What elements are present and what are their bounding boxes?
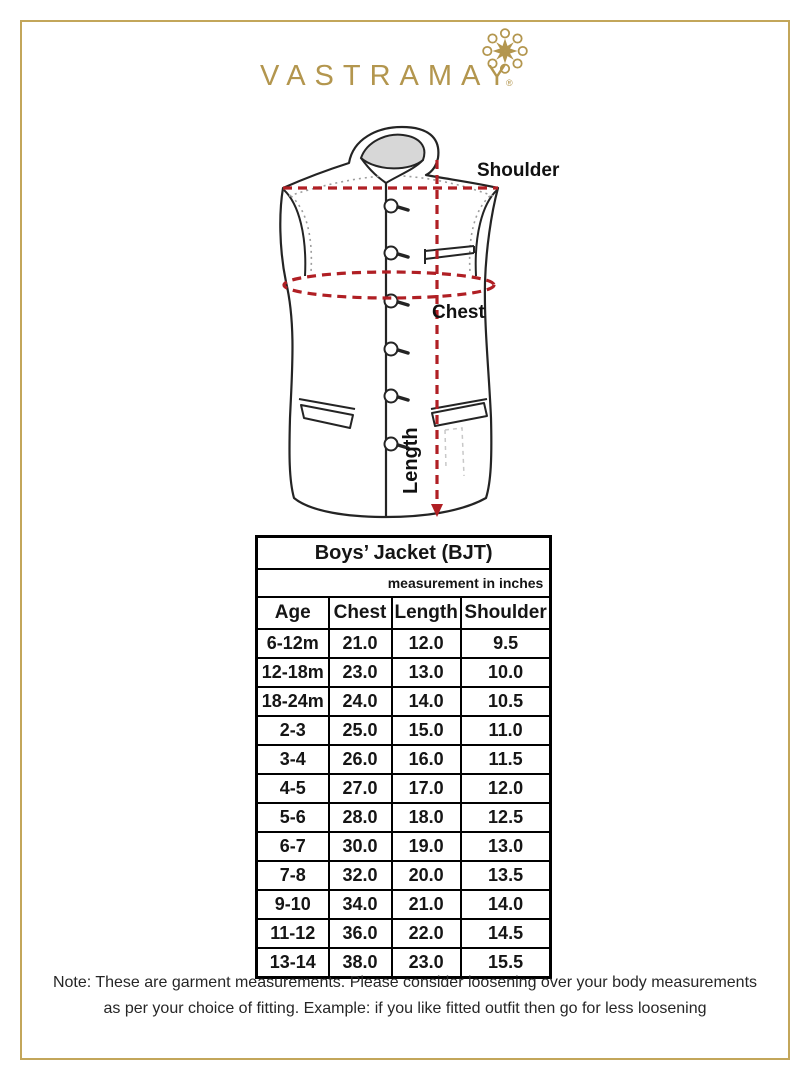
size-table-section: Boys’ Jacket (BJT) measurement in inches… bbox=[255, 535, 553, 979]
size-cell: 36.0 bbox=[327, 918, 393, 949]
size-cell: 34.0 bbox=[327, 889, 393, 920]
size-cell: 13.5 bbox=[459, 860, 552, 891]
column-header-age: Age bbox=[255, 596, 330, 630]
size-row: 13-14 38.0 23.0 15.5 bbox=[255, 947, 552, 979]
size-cell: 10.5 bbox=[459, 686, 552, 717]
size-cell: 9.5 bbox=[459, 628, 552, 659]
size-cell: 18-24m bbox=[255, 686, 330, 717]
size-cell: 11.0 bbox=[459, 715, 552, 746]
size-rows: 6-12m 21.0 12.0 9.5 12-18m 23.0 13.0 10.0 18-24m… bbox=[255, 628, 552, 979]
note-line-2: as per your choice of fitting. Example: … bbox=[103, 1000, 707, 1018]
button bbox=[383, 436, 410, 452]
size-row: 6-12m 21.0 12.0 9.5 bbox=[255, 628, 552, 659]
chest-dash-ellipse bbox=[282, 270, 496, 300]
column-header-shoulder: Shoulder bbox=[459, 596, 552, 630]
size-row: 9-10 34.0 21.0 14.0 bbox=[255, 889, 552, 920]
button bbox=[383, 245, 410, 261]
size-cell: 15.5 bbox=[459, 947, 552, 979]
stitch-dotted-lines bbox=[288, 175, 494, 273]
registered-trademark-icon: ® bbox=[506, 78, 513, 88]
size-cell: 2-3 bbox=[255, 715, 330, 746]
size-cell: 23.0 bbox=[390, 947, 462, 979]
size-row: 2-3 25.0 15.0 11.0 bbox=[255, 715, 552, 746]
button-column bbox=[383, 198, 410, 452]
length-arrow-icon bbox=[431, 504, 443, 517]
size-cell: 18.0 bbox=[390, 802, 462, 833]
size-table: Boys’ Jacket (BJT) measurement in inches… bbox=[255, 535, 553, 979]
table-title: Boys’ Jacket (BJT) bbox=[255, 535, 552, 570]
note-line-1: Note: These are garment measurements. Pl… bbox=[52, 974, 758, 991]
size-cell: 25.0 bbox=[327, 715, 393, 746]
size-cell: 11.5 bbox=[459, 744, 552, 775]
size-row: 5-6 28.0 18.0 12.5 bbox=[255, 802, 552, 833]
chest-label: Chest bbox=[432, 302, 485, 323]
size-cell: 15.0 bbox=[390, 715, 462, 746]
size-cell: 11-12 bbox=[255, 918, 330, 949]
inner-pocket-dashed-hint bbox=[444, 427, 465, 477]
size-cell: 13.0 bbox=[390, 657, 462, 688]
size-cell: 16.0 bbox=[390, 744, 462, 775]
brand-name: VASTRAMAY bbox=[260, 60, 516, 92]
size-cell: 19.0 bbox=[390, 831, 462, 862]
brand-ornament-icon bbox=[482, 28, 528, 74]
left-flap-pocket bbox=[298, 398, 356, 429]
size-row: 18-24m 24.0 14.0 10.5 bbox=[255, 686, 552, 717]
size-cell: 9-10 bbox=[255, 889, 330, 920]
size-cell: 4-5 bbox=[255, 773, 330, 804]
size-cell: 13-14 bbox=[255, 947, 330, 979]
column-header-length: Length bbox=[390, 596, 462, 630]
size-cell: 5-6 bbox=[255, 802, 330, 833]
button bbox=[383, 198, 410, 214]
size-cell: 7-8 bbox=[255, 860, 330, 891]
note: Note: These are garment measurements. Pl… bbox=[30, 970, 780, 1023]
size-cell: 20.0 bbox=[390, 860, 462, 891]
size-cell: 22.0 bbox=[390, 918, 462, 949]
size-row: 7-8 32.0 20.0 13.5 bbox=[255, 860, 552, 891]
size-cell: 6-12m bbox=[255, 628, 330, 659]
size-row: 4-5 27.0 17.0 12.0 bbox=[255, 773, 552, 804]
button bbox=[383, 388, 410, 404]
size-cell: 14.0 bbox=[459, 889, 552, 920]
column-header-chest: Chest bbox=[327, 596, 393, 630]
size-cell: 6-7 bbox=[255, 831, 330, 862]
left-armhole-line bbox=[283, 189, 307, 277]
size-cell: 32.0 bbox=[327, 860, 393, 891]
right-armhole-line bbox=[474, 189, 498, 277]
jacket-measurement-diagram: Shoulder Chest Length bbox=[279, 125, 560, 519]
size-cell: 27.0 bbox=[327, 773, 393, 804]
brand-logo: VASTRAMAY ® bbox=[252, 24, 572, 96]
size-cell: 38.0 bbox=[327, 947, 393, 979]
size-cell: 12.0 bbox=[390, 628, 462, 659]
size-cell: 30.0 bbox=[327, 831, 393, 862]
size-cell: 12.5 bbox=[459, 802, 552, 833]
size-cell: 21.0 bbox=[327, 628, 393, 659]
size-cell: 21.0 bbox=[390, 889, 462, 920]
size-cell: 13.0 bbox=[459, 831, 552, 862]
size-row: 11-12 36.0 22.0 14.5 bbox=[255, 918, 552, 949]
size-cell: 26.0 bbox=[327, 744, 393, 775]
size-cell: 3-4 bbox=[255, 744, 330, 775]
button bbox=[383, 341, 410, 357]
right-flap-pocket bbox=[430, 398, 488, 427]
length-label: Length bbox=[400, 427, 422, 494]
size-cell: 12-18m bbox=[255, 657, 330, 688]
size-cell: 24.0 bbox=[327, 686, 393, 717]
chest-welt-pocket bbox=[424, 245, 475, 264]
size-cell: 17.0 bbox=[390, 773, 462, 804]
size-row: 6-7 30.0 19.0 13.0 bbox=[255, 831, 552, 862]
size-cell: 10.0 bbox=[459, 657, 552, 688]
table-subtitle: measurement in inches bbox=[255, 568, 552, 598]
size-cell: 14.5 bbox=[459, 918, 552, 949]
size-cell: 23.0 bbox=[327, 657, 393, 688]
size-cell: 28.0 bbox=[327, 802, 393, 833]
size-row: 12-18m 23.0 13.0 10.0 bbox=[255, 657, 552, 688]
collar bbox=[359, 133, 426, 170]
size-cell: 14.0 bbox=[390, 686, 462, 717]
size-cell: 12.0 bbox=[459, 773, 552, 804]
size-row: 3-4 26.0 16.0 11.5 bbox=[255, 744, 552, 775]
shoulder-label: Shoulder bbox=[477, 160, 560, 181]
